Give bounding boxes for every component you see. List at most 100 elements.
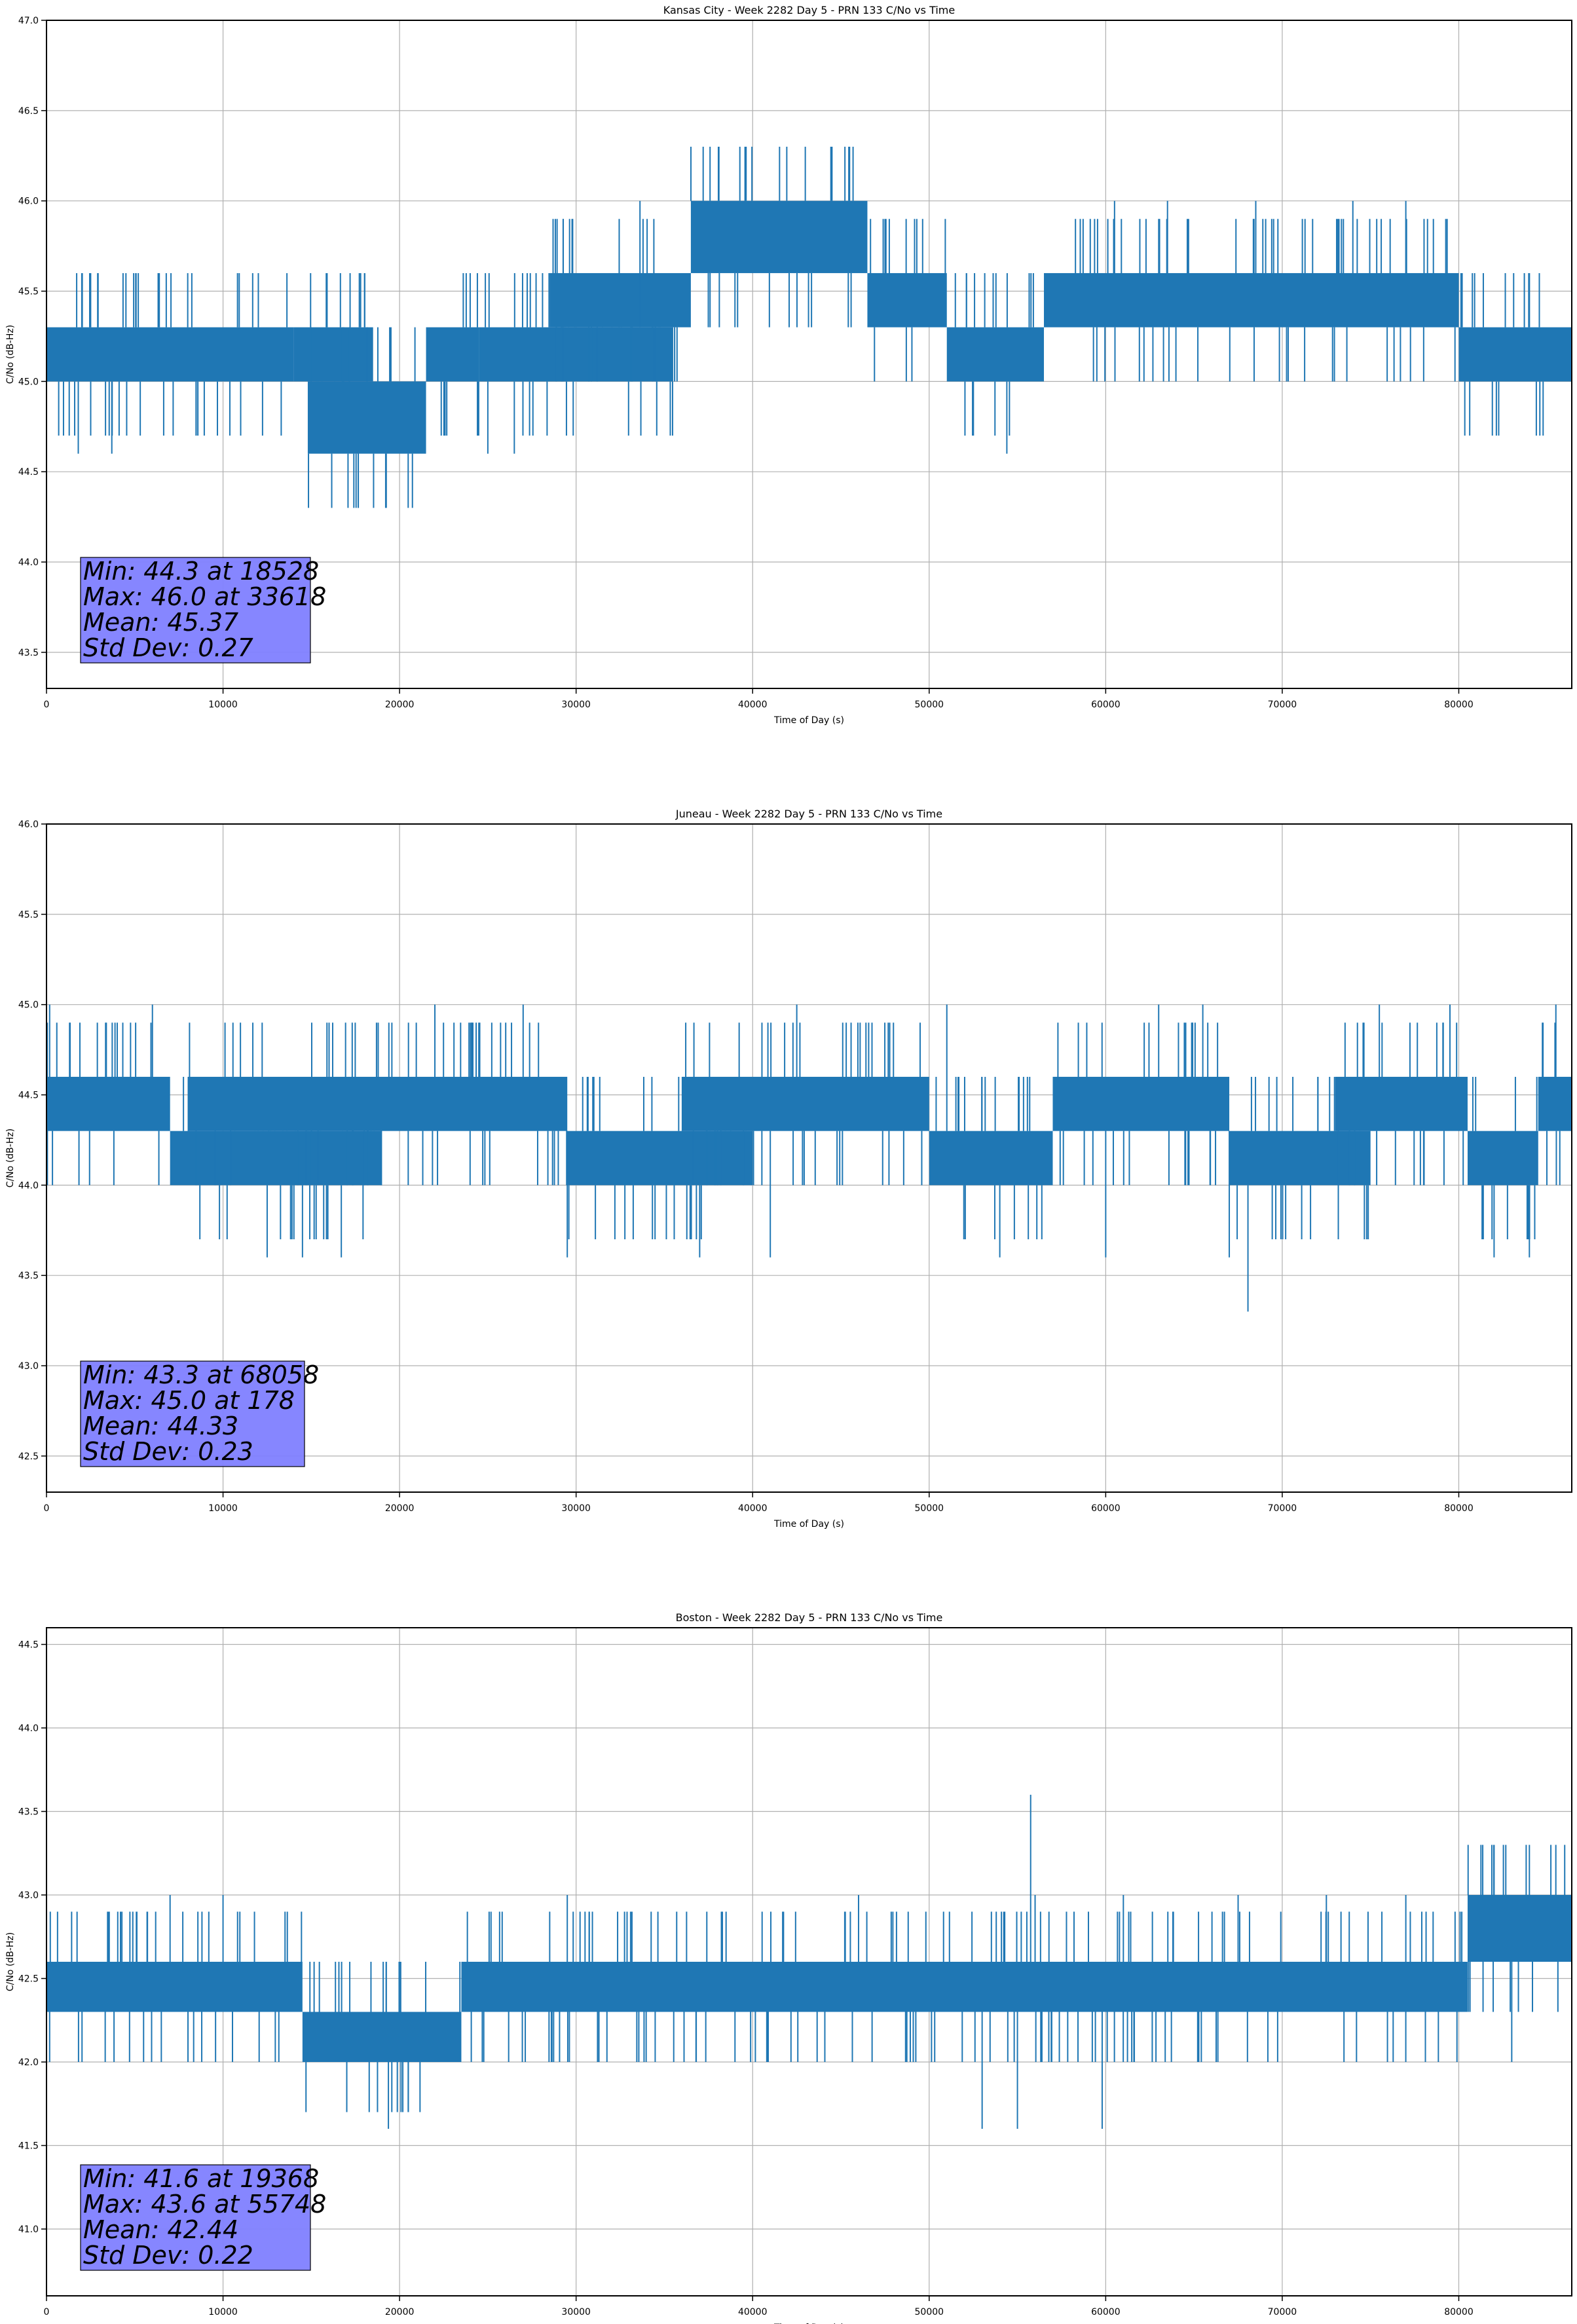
series-band xyxy=(1467,1131,1538,1186)
series-band xyxy=(46,1076,170,1131)
x-tick-label: 70000 xyxy=(1268,2307,1297,2317)
series-band xyxy=(46,1962,303,2012)
series-band xyxy=(170,1131,382,1186)
stats-line: Std Dev: 0.22 xyxy=(83,2241,253,2270)
x-axis-label: Time of Day (s) xyxy=(773,1519,844,1529)
y-tick-label: 45.5 xyxy=(18,287,39,297)
x-tick-label: 30000 xyxy=(561,1503,591,1514)
series-band xyxy=(1538,1076,1572,1131)
x-tick-label: 30000 xyxy=(561,700,591,710)
y-tick-label: 42.5 xyxy=(18,1452,39,1462)
y-tick-label: 45.5 xyxy=(18,910,39,920)
series-band xyxy=(1458,327,1572,382)
y-tick-label: 41.5 xyxy=(18,2141,39,2152)
series-band xyxy=(929,1131,1053,1186)
stats-line: Mean: 45.37 xyxy=(83,608,238,637)
y-tick-label: 44.5 xyxy=(18,467,39,478)
x-tick-label: 0 xyxy=(44,2307,50,2317)
y-tick-label: 43.5 xyxy=(18,1807,39,1818)
x-tick-label: 60000 xyxy=(1091,2307,1121,2317)
series-band xyxy=(1335,1076,1468,1131)
y-axis-label: C/No (dB-Hz) xyxy=(5,1129,16,1188)
x-tick-label: 80000 xyxy=(1444,1503,1474,1514)
y-axis-label: C/No (dB-Hz) xyxy=(5,1932,16,1991)
chart-title: Juneau - Week 2282 Day 5 - PRN 133 C/No … xyxy=(675,808,942,820)
y-tick-label: 47.0 xyxy=(18,16,39,26)
x-tick-label: 0 xyxy=(44,700,50,710)
y-tick-label: 41.0 xyxy=(18,2224,39,2235)
series-band xyxy=(307,381,426,454)
stats-line: Std Dev: 0.27 xyxy=(83,633,253,662)
x-tick-label: 70000 xyxy=(1268,700,1297,710)
x-tick-label: 20000 xyxy=(385,2307,415,2317)
y-tick-label: 46.5 xyxy=(18,106,39,117)
x-tick-label: 20000 xyxy=(385,700,415,710)
x-tick-label: 40000 xyxy=(738,2307,768,2317)
x-tick-label: 80000 xyxy=(1444,2307,1474,2317)
y-tick-label: 42.5 xyxy=(18,1974,39,1985)
chart-title: Kansas City - Week 2282 Day 5 - PRN 133 … xyxy=(663,4,955,16)
y-tick-label: 45.0 xyxy=(18,377,39,387)
stats-box xyxy=(80,2164,311,2271)
series-band xyxy=(1467,1895,1572,1962)
x-tick-label: 60000 xyxy=(1091,700,1121,710)
series-band xyxy=(187,1076,568,1131)
chart-panel-1: 0 10000 20000 30000 40000 50000 60000 70000 8000… xyxy=(5,4,1572,726)
series-band xyxy=(549,272,691,328)
x-tick-label: 50000 xyxy=(915,700,944,710)
axes-frame xyxy=(46,20,1572,689)
y-tick-label: 44.5 xyxy=(18,1091,39,1101)
y-tick-label: 43.0 xyxy=(18,1890,39,1901)
x-tick-label: 10000 xyxy=(208,2307,238,2317)
series-cno xyxy=(46,146,1572,508)
x-tick-label: 80000 xyxy=(1444,700,1474,710)
x-tick-label: 10000 xyxy=(208,700,238,710)
x-tick-label: 40000 xyxy=(738,1503,768,1514)
x-axis-label: Time of Day (s) xyxy=(773,715,844,726)
x-tick-label: 60000 xyxy=(1091,1503,1121,1514)
y-tick-label: 42.0 xyxy=(18,2057,39,2068)
y-tick-label: 44.5 xyxy=(18,1640,39,1651)
y-tick-label: 43.5 xyxy=(18,648,39,658)
series-band xyxy=(1044,272,1459,328)
x-tick-label: 0 xyxy=(44,1503,50,1514)
series-band xyxy=(867,272,947,328)
stats-line: Min: 44.3 at 18528 xyxy=(83,557,319,586)
series-band xyxy=(479,327,673,382)
series-band xyxy=(293,327,373,382)
stats-line: Std Dev: 0.23 xyxy=(83,1437,253,1466)
series-band xyxy=(1052,1076,1230,1131)
y-tick-label: 43.0 xyxy=(18,1361,39,1372)
x-tick-label: 10000 xyxy=(208,1503,238,1514)
series-band xyxy=(946,327,1045,382)
chart-panel-3: 0 10000 20000 30000 40000 50000 60000 70000 8000… xyxy=(5,1611,1572,2324)
stats-line: Min: 41.6 at 19368 xyxy=(83,2164,319,2193)
x-tick-label: 30000 xyxy=(561,2307,591,2317)
series-cno xyxy=(46,1004,1572,1312)
x-axis-label: Time of Day (s) xyxy=(773,2323,844,2324)
series-band xyxy=(1229,1131,1371,1186)
y-axis-label: C/No (dB-Hz) xyxy=(5,325,16,384)
stats-line: Max: 45.0 at 178 xyxy=(83,1386,295,1415)
series-band xyxy=(302,2012,462,2062)
y-tick-label: 43.5 xyxy=(18,1271,39,1281)
axes-frame xyxy=(46,823,1572,1493)
stats-line: Mean: 44.33 xyxy=(83,1412,238,1440)
series-band xyxy=(461,1962,1468,2012)
axes-frame xyxy=(46,1627,1572,2296)
x-tick-label: 40000 xyxy=(738,700,768,710)
stats-box xyxy=(80,557,311,664)
stats-line: Min: 43.3 at 68058 xyxy=(83,1360,319,1389)
x-tick-label: 70000 xyxy=(1268,1503,1297,1514)
series-band xyxy=(46,327,294,382)
series-cno xyxy=(46,1795,1572,2129)
x-tick-label: 50000 xyxy=(915,2307,944,2317)
series-band xyxy=(567,1131,753,1186)
series-band xyxy=(682,1076,929,1131)
chart-panel-2: 0 10000 20000 30000 40000 50000 60000 70000 8000… xyxy=(5,808,1572,1529)
y-tick-label: 45.0 xyxy=(18,1000,39,1011)
stats-box xyxy=(80,1360,305,1467)
stats-line: Mean: 42.44 xyxy=(83,2215,238,2244)
y-tick-label: 44.0 xyxy=(18,1723,39,1734)
